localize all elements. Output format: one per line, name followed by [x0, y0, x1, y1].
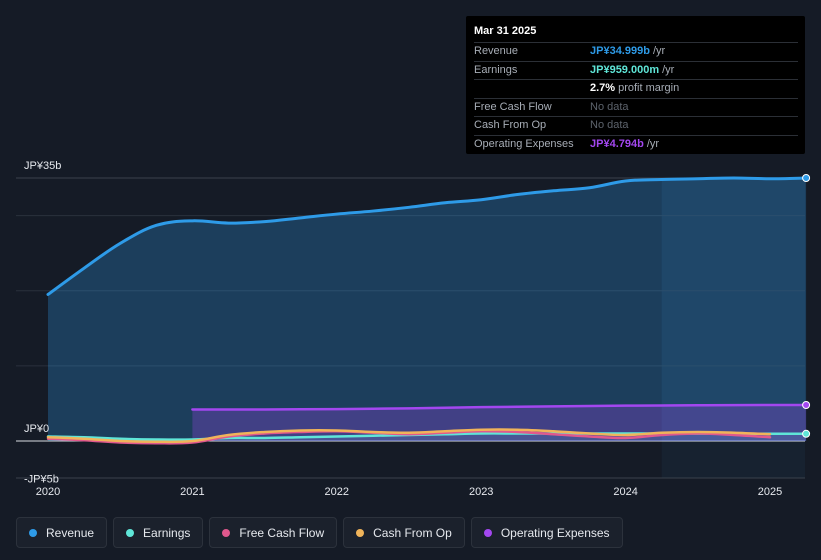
y-tick-label: JP¥0 — [24, 423, 49, 435]
revenue-dot-icon — [29, 528, 37, 537]
x-tick-label: 2024 — [613, 486, 637, 498]
x-tick-label: 2023 — [469, 486, 493, 498]
x-tick-label: 2025 — [758, 486, 782, 498]
tooltip-row-label: Cash From Op — [474, 119, 547, 131]
y-tick-label: JP¥35b — [24, 160, 61, 172]
tooltip-row-value: JP¥4.794b — [590, 137, 644, 150]
tooltip-row-unit: /yr — [652, 45, 666, 57]
legend-label: Free Cash Flow — [239, 525, 325, 540]
operating-expenses-dot-icon — [483, 528, 492, 537]
highlight-region — [661, 178, 805, 441]
tooltip-row-label: Free Cash Flow — [474, 100, 552, 113]
highlight-region-lower — [661, 441, 805, 478]
cash-from-op-dot-icon — [356, 528, 365, 537]
legend-item-operating-expenses[interactable]: Operating Expenses — [470, 517, 623, 548]
tooltip-row-value: JP¥959.000m — [590, 63, 660, 76]
legend-label: Cash From Op — [373, 525, 452, 540]
legend-item-free-cash-flow[interactable]: Free Cash Flow — [209, 517, 338, 548]
x-tick-label: 2022 — [325, 486, 349, 498]
tooltip-row-label: Operating Expenses — [474, 137, 574, 150]
revenue-line — [46, 176, 808, 296]
free-cash-flow-line — [46, 429, 772, 445]
tooltip-row-value: JP¥34.999b — [590, 45, 650, 57]
tooltip-row-value: No data — [590, 119, 629, 131]
x-tick-label: 2020 — [36, 486, 60, 498]
tooltip-row: Revenue JP¥34.999b/yr — [474, 43, 798, 62]
operating-expenses-end-marker — [802, 401, 811, 410]
tooltip-row-unit: profit margin — [618, 82, 680, 94]
legend-item-revenue[interactable]: Revenue — [16, 517, 108, 548]
legend-label: Revenue — [46, 525, 95, 540]
legend-item-cash-from-op[interactable]: Cash From Op — [343, 517, 465, 548]
tooltip-row-value: No data — [590, 100, 629, 113]
legend-label: Earnings — [143, 525, 191, 540]
cash-from-op-line — [46, 428, 772, 444]
tooltip-row-label — [474, 80, 590, 98]
tooltip-row-unit: /yr — [662, 63, 675, 76]
revenue-end-marker — [802, 174, 811, 182]
legend: Revenue Earnings Free Cash Flow Cash From O… — [16, 517, 623, 548]
x-tick-label: 2021 — [180, 486, 204, 498]
tooltip-row-label: Earnings — [474, 63, 518, 76]
tooltip-row: Earnings JP¥959.000m/yr — [474, 62, 798, 80]
operating-expenses-line — [191, 403, 808, 411]
tooltip: Mar 31 2025 Revenue JP¥34.999b/yr Earnings… — [466, 16, 805, 154]
legend-item-earnings[interactable]: Earnings — [113, 517, 204, 548]
revenue-area — [48, 178, 807, 441]
y-tick-label: -JP¥5b — [24, 474, 59, 486]
tooltip-row: Operating Expenses JP¥4.794b/yr — [474, 136, 798, 154]
tooltip-row-label: Revenue — [474, 45, 519, 57]
earnings-dot-icon — [126, 528, 135, 537]
tooltip-row-value: 2.7% — [590, 82, 616, 94]
tooltip-row: Cash From Op No data — [474, 117, 798, 136]
tooltip-row: Free Cash Flow No data — [474, 99, 798, 117]
free-cash-flow-dot-icon — [222, 528, 231, 537]
earnings-end-marker — [802, 429, 811, 438]
legend-label: Operating Expenses — [500, 525, 610, 540]
tooltip-row-unit: /yr — [646, 137, 660, 150]
tooltip-row: 2.7% profit margin — [474, 80, 798, 99]
tooltip-date: Mar 31 2025 — [474, 24, 798, 43]
